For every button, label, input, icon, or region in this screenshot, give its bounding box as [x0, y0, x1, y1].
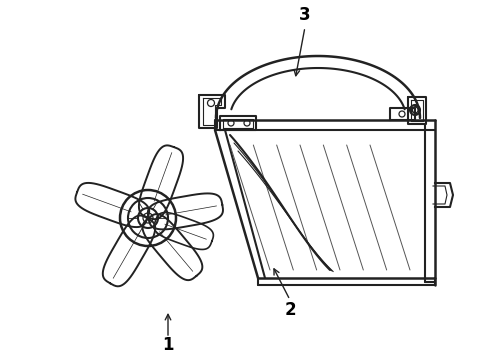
Text: 3: 3 [299, 6, 311, 24]
Text: 2: 2 [284, 301, 296, 319]
Text: 1: 1 [162, 336, 174, 354]
